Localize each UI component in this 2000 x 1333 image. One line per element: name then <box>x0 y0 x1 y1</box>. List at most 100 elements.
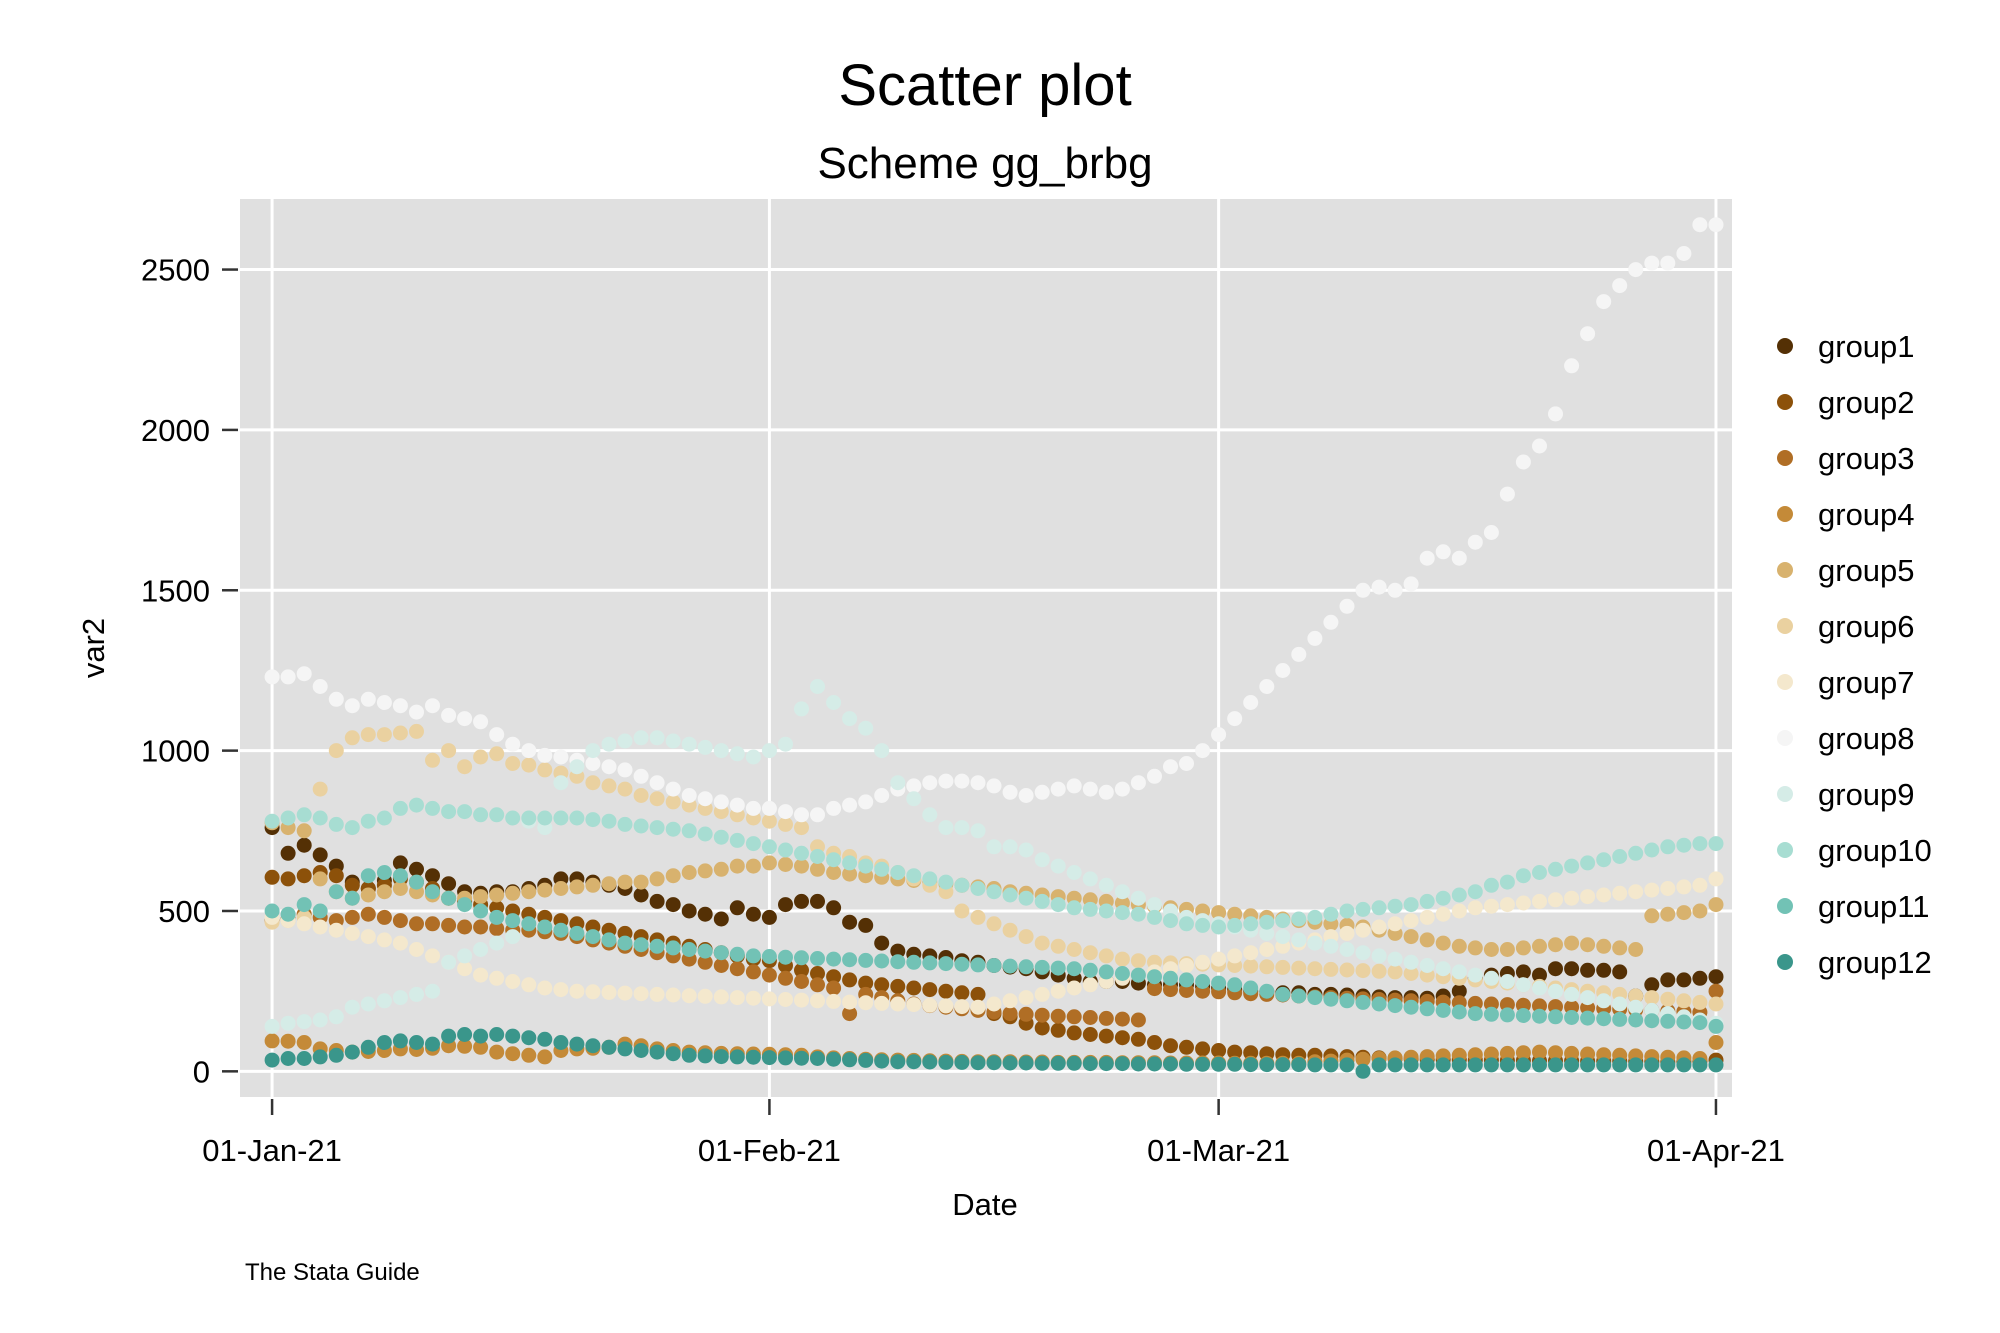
data-point <box>553 922 569 938</box>
data-point <box>1259 942 1275 957</box>
data-point <box>553 775 569 791</box>
data-point <box>633 887 649 903</box>
data-point <box>858 1052 874 1068</box>
data-point <box>505 1046 521 1062</box>
data-point <box>938 820 954 836</box>
data-point <box>1291 911 1307 927</box>
data-point <box>1403 966 1419 981</box>
data-point <box>761 1050 777 1066</box>
data-point <box>1243 1057 1259 1073</box>
data-point <box>649 986 665 1002</box>
data-point <box>1163 759 1178 775</box>
data-point <box>392 881 408 896</box>
data-point <box>1082 781 1098 797</box>
data-point <box>489 807 505 823</box>
data-point <box>1419 1001 1435 1017</box>
data-point <box>1692 970 1708 986</box>
data-point <box>826 695 842 710</box>
data-point <box>1179 972 1194 988</box>
data-point <box>922 1054 938 1070</box>
data-point <box>1451 887 1467 903</box>
axes: 0 500 1000 1500 2000 2500 01-Jan-21 01-Feb-21 01… <box>141 253 1785 1168</box>
data-point <box>1307 990 1323 1006</box>
data-point <box>1339 598 1355 614</box>
data-point <box>922 871 938 887</box>
data-point <box>681 823 697 839</box>
data-point <box>264 669 280 685</box>
data-point <box>1644 990 1660 1006</box>
data-point <box>938 773 954 789</box>
data-point <box>1114 951 1130 967</box>
data-point <box>1387 898 1403 914</box>
data-point <box>1403 954 1419 970</box>
data-point <box>1435 1057 1451 1073</box>
data-point <box>1403 999 1419 1015</box>
data-point <box>1419 550 1435 566</box>
data-point <box>296 1014 312 1030</box>
data-point <box>1628 845 1644 861</box>
data-point <box>585 877 601 893</box>
x-tick-label: 01-Feb-21 <box>698 1133 841 1168</box>
x-tick-label: 01-Mar-21 <box>1147 1133 1290 1168</box>
data-point <box>1211 1056 1227 1072</box>
data-point <box>473 1039 489 1055</box>
data-point <box>409 916 424 932</box>
data-point <box>312 903 328 919</box>
data-point <box>425 800 440 816</box>
data-point <box>1211 975 1227 991</box>
data-point <box>1499 942 1515 957</box>
data-point <box>1018 842 1034 858</box>
data-point <box>1227 711 1243 727</box>
data-point <box>970 775 986 791</box>
data-point <box>1676 246 1692 261</box>
data-point <box>1692 903 1708 919</box>
data-point <box>1307 909 1323 925</box>
data-point <box>778 992 793 1007</box>
data-point <box>1692 217 1708 233</box>
data-point <box>1130 775 1146 791</box>
series-group8 <box>264 217 1724 823</box>
data-point <box>264 869 280 885</box>
data-point <box>665 987 681 1003</box>
data-point <box>1018 990 1034 1006</box>
data-point <box>457 759 473 775</box>
data-point <box>1708 871 1724 887</box>
data-point <box>1179 1056 1194 1072</box>
data-point <box>1644 255 1660 271</box>
data-point <box>1435 906 1451 922</box>
data-point <box>713 989 729 1005</box>
data-point <box>1612 849 1628 864</box>
data-point <box>1660 906 1676 922</box>
data-point <box>1419 893 1435 909</box>
data-point <box>761 949 777 964</box>
data-point <box>1660 1057 1676 1073</box>
data-point <box>617 781 633 797</box>
data-point <box>1483 1006 1499 1022</box>
data-point <box>1692 1015 1708 1031</box>
series-group11 <box>264 865 1724 1034</box>
data-point <box>858 858 874 874</box>
y-tick-label: 0 <box>193 1054 210 1089</box>
data-point <box>1050 897 1066 913</box>
data-point <box>1130 1056 1146 1072</box>
data-point <box>1002 993 1018 1009</box>
legend-marker <box>1777 786 1793 802</box>
data-point <box>392 855 408 871</box>
data-point <box>1355 922 1371 938</box>
data-point <box>1227 906 1243 922</box>
data-point <box>1660 839 1676 855</box>
y-tick-label: 500 <box>158 894 210 929</box>
data-point <box>1098 903 1114 919</box>
data-point <box>457 897 473 913</box>
data-point <box>569 925 585 941</box>
data-point <box>778 1050 793 1066</box>
data-point <box>794 962 809 978</box>
data-point <box>505 929 521 945</box>
data-point <box>473 889 489 905</box>
data-point <box>409 1035 424 1050</box>
data-point <box>1323 938 1339 954</box>
chart-note: The Stata Guide <box>245 1259 420 1286</box>
data-point <box>457 948 473 964</box>
data-point <box>264 903 280 919</box>
data-point <box>826 980 842 996</box>
